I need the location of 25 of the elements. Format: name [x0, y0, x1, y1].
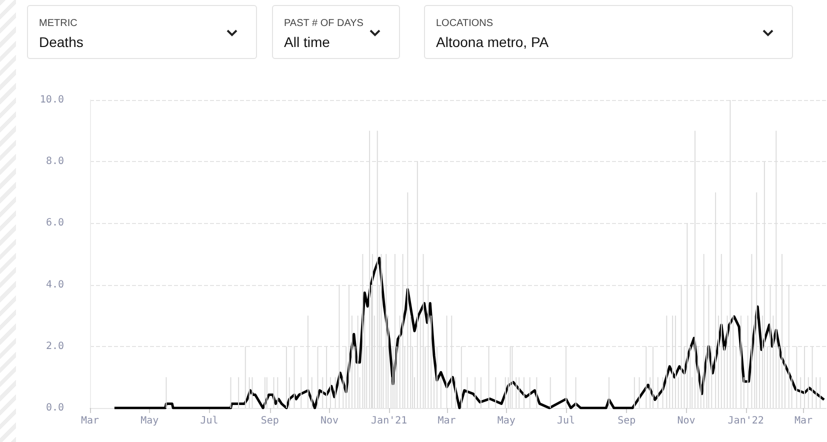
x-tick-label: Nov: [320, 416, 338, 426]
text: METRIC: [39, 18, 78, 29]
x-tick-label: Jul: [200, 416, 218, 426]
x-tick-label: May: [140, 416, 159, 426]
x-tick-label: Sep: [260, 416, 279, 426]
x-tick-label: Mar: [438, 416, 456, 426]
y-tick-label: 6.0: [46, 218, 64, 229]
text: Altoona metro, PA: [436, 34, 549, 50]
y-tick-label: 4.0: [46, 279, 64, 290]
x-tick-label: Jan'22: [728, 416, 764, 426]
text: LOCATIONS: [436, 18, 494, 29]
y-tick-label: 2.0: [46, 340, 64, 352]
y-tick-label: 8.0: [46, 156, 64, 168]
y-tick-label: 0.0: [46, 402, 64, 414]
text: Deaths: [39, 34, 84, 50]
x-tick-label: Mar: [794, 416, 813, 426]
x-tick-label: Jan'21: [371, 416, 408, 426]
x-tick-label: Nov: [677, 416, 696, 426]
y-tick-label: 10.0: [40, 94, 64, 106]
x-tick-label: Sep: [618, 416, 636, 426]
text: PAST # OF DAYS: [284, 18, 364, 29]
x-tick-label: May: [497, 416, 516, 426]
text: All time: [284, 34, 330, 50]
x-tick-label: Jul: [556, 416, 576, 426]
x-tick-label: Mar: [80, 416, 100, 426]
